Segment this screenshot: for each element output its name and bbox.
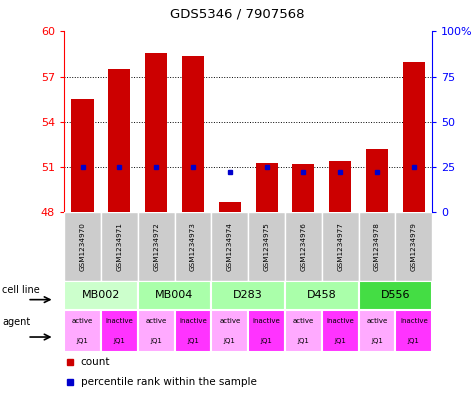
Text: D458: D458	[307, 290, 337, 300]
Bar	[285, 212, 322, 281]
Text: GSM1234975: GSM1234975	[264, 222, 270, 271]
Text: GSM1234972: GSM1234972	[153, 222, 159, 271]
Text: D283: D283	[233, 290, 263, 300]
Text: GSM1234979: GSM1234979	[411, 222, 417, 271]
Text: JQ1: JQ1	[297, 338, 309, 344]
Bar	[101, 310, 138, 352]
Text: active: active	[145, 318, 167, 325]
Text: inactive: inactive	[105, 318, 133, 325]
Bar	[329, 161, 351, 212]
Text: inactive: inactive	[400, 318, 428, 325]
Text: JQ1: JQ1	[76, 338, 88, 344]
Text: GSM1234974: GSM1234974	[227, 222, 233, 271]
Bar	[101, 212, 138, 281]
Bar	[64, 212, 101, 281]
Text: JQ1: JQ1	[261, 338, 273, 344]
Bar	[175, 310, 211, 352]
Text: D556: D556	[380, 290, 410, 300]
Bar	[359, 281, 432, 310]
Text: GSM1234977: GSM1234977	[337, 222, 343, 271]
Bar	[248, 310, 285, 352]
Bar	[285, 310, 322, 352]
Text: JQ1: JQ1	[408, 338, 420, 344]
Text: MB002: MB002	[82, 290, 120, 300]
Text: JQ1: JQ1	[150, 338, 162, 344]
Bar	[403, 62, 425, 212]
Text: active: active	[366, 318, 388, 325]
Bar	[218, 202, 241, 212]
Bar	[71, 99, 94, 212]
Bar	[322, 212, 359, 281]
Bar	[138, 310, 175, 352]
Bar	[293, 164, 314, 212]
Bar	[211, 212, 248, 281]
Text: MB004: MB004	[155, 290, 194, 300]
Bar	[175, 212, 211, 281]
Bar	[138, 281, 211, 310]
Bar	[211, 281, 285, 310]
Bar	[359, 212, 395, 281]
Text: JQ1: JQ1	[114, 338, 125, 344]
Text: JQ1: JQ1	[187, 338, 199, 344]
Bar	[395, 212, 432, 281]
Bar	[248, 212, 285, 281]
Bar	[182, 55, 204, 212]
Bar	[359, 310, 395, 352]
Text: percentile rank within the sample: percentile rank within the sample	[81, 377, 256, 387]
Text: JQ1: JQ1	[371, 338, 383, 344]
Bar	[322, 310, 359, 352]
Bar	[64, 281, 138, 310]
Bar	[138, 212, 175, 281]
Text: GSM1234971: GSM1234971	[116, 222, 123, 271]
Bar	[145, 53, 167, 212]
Text: inactive: inactive	[253, 318, 280, 325]
Text: agent: agent	[2, 317, 30, 327]
Text: JQ1: JQ1	[334, 338, 346, 344]
Text: GSM1234976: GSM1234976	[300, 222, 306, 271]
Text: active: active	[293, 318, 314, 325]
Text: count: count	[81, 356, 110, 367]
Text: GSM1234978: GSM1234978	[374, 222, 380, 271]
Bar	[366, 149, 388, 212]
Text: GSM1234970: GSM1234970	[79, 222, 86, 271]
Text: cell line: cell line	[2, 285, 40, 295]
Bar	[64, 310, 101, 352]
Text: JQ1: JQ1	[224, 338, 236, 344]
Text: inactive: inactive	[326, 318, 354, 325]
Bar	[395, 310, 432, 352]
Bar	[108, 69, 130, 212]
Text: active: active	[219, 318, 240, 325]
Bar	[211, 310, 248, 352]
Text: GSM1234973: GSM1234973	[190, 222, 196, 271]
Text: active: active	[72, 318, 93, 325]
Text: GDS5346 / 7907568: GDS5346 / 7907568	[170, 7, 305, 20]
Bar	[285, 281, 359, 310]
Text: inactive: inactive	[179, 318, 207, 325]
Bar	[256, 163, 277, 212]
